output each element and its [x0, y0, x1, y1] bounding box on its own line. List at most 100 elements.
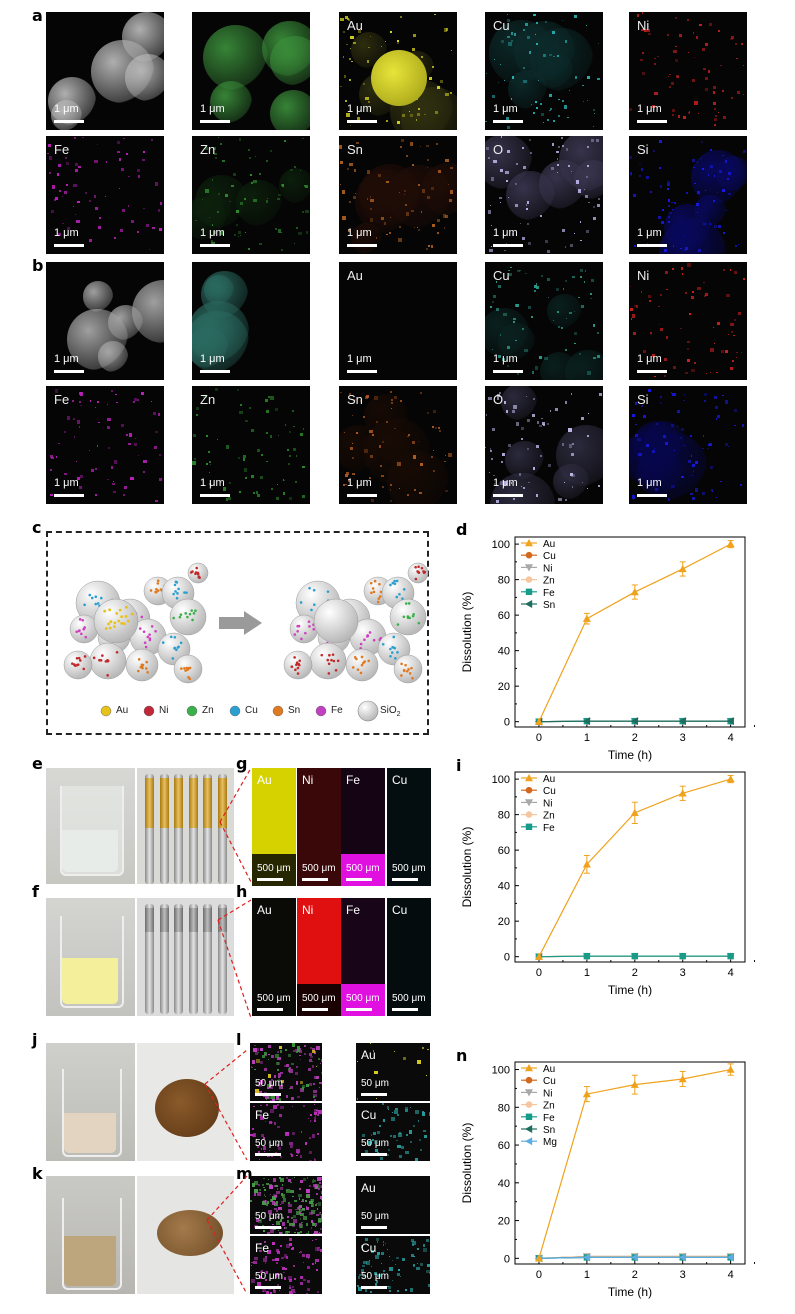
element-label: Cu: [392, 903, 408, 917]
element-label: Fe: [54, 392, 70, 407]
panel-label-h: h: [236, 882, 248, 901]
scale-bar-label: 1 μm: [54, 477, 79, 489]
point-au: [582, 860, 591, 868]
scale-bar-label: 1 μm: [200, 227, 225, 239]
element-label: Ni: [637, 18, 650, 33]
eds-map-tile: Cu 500 μm: [387, 898, 431, 1016]
element-label: Si: [637, 392, 649, 407]
legend-c-sio2: SiO2: [380, 705, 401, 718]
eds-map-tile: 1 μm: [46, 12, 164, 130]
element-label: Fe: [346, 773, 361, 787]
particle-sio2: [313, 598, 359, 644]
scale-bar: [347, 370, 377, 373]
panel-label-j: j: [32, 1030, 38, 1049]
particle-au: [93, 598, 139, 644]
scale-bar-label: 500 μm: [346, 993, 380, 1004]
eds-map-tile: Zn 1 μm: [192, 386, 310, 504]
element-label: Fe: [255, 1241, 270, 1255]
x-tick-label: 3: [680, 967, 686, 979]
pin-plating: [145, 908, 154, 932]
scale-bar: [637, 244, 667, 247]
legend-marker-zn: [525, 576, 533, 583]
y-tick-label: 0: [504, 952, 510, 964]
point-sn: [678, 717, 686, 726]
scale-bar: [200, 494, 230, 497]
scale-bar: [347, 494, 377, 497]
x-tick-label: 2: [632, 732, 638, 744]
point-mg: [678, 1253, 686, 1262]
scale-bar: [54, 120, 84, 123]
scale-bar-label: 1 μm: [347, 477, 372, 489]
eds-map-tile: Cu 1 μm: [485, 262, 603, 380]
pin-plating: [159, 778, 169, 828]
connector-pin: [159, 904, 169, 1014]
legend-marker-cu: [525, 786, 533, 794]
element-label: Sn: [347, 142, 363, 157]
photo-beaker-f: [46, 898, 135, 1016]
plot-frame: [514, 536, 746, 728]
panel-label-d: d: [456, 520, 468, 539]
scale-bar-label: 50 μm: [361, 1271, 389, 1282]
y-axis-label: Dissolution (%): [460, 592, 474, 673]
element-label: Cu: [392, 773, 408, 787]
point-au: [726, 1065, 735, 1073]
scale-bar: [302, 1008, 328, 1011]
legend-swatch: [315, 705, 327, 717]
panel-label-e: e: [32, 754, 43, 773]
eds-map-tile: Cu 1 μm: [485, 12, 603, 130]
legend-marker-fe: [525, 823, 533, 830]
element-label: Ni: [637, 268, 650, 283]
scale-bar-label: 500 μm: [257, 863, 291, 874]
scale-bar-label: 1 μm: [54, 353, 79, 365]
photo-pins-e: [137, 768, 234, 884]
zoom-lines-jk: [204, 1049, 248, 1295]
point-sn: [726, 717, 734, 726]
eds-map-tile: Fe 1 μm: [46, 136, 164, 254]
legend-label-au: Au: [543, 1064, 555, 1075]
legend-label-cu: Cu: [543, 786, 556, 797]
legend-marker-cu: [525, 1076, 533, 1084]
point-mg: [726, 1253, 734, 1262]
photo-powder-j: [137, 1043, 234, 1161]
y-tick-label: 40: [498, 646, 510, 658]
point-fe: [583, 952, 591, 960]
scale-bar: [255, 1226, 281, 1229]
element-label: Ni: [302, 773, 314, 787]
scale-bar: [54, 494, 84, 497]
y-tick-label: 80: [498, 1102, 510, 1114]
eds-map-tile: 50 μm: [250, 1176, 322, 1234]
y-tick-label: 40: [498, 1178, 510, 1190]
arrow-right: [219, 611, 262, 635]
eds-map-tile: Cu 500 μm: [387, 768, 431, 886]
legend-marker-ni: [525, 1089, 533, 1097]
point-fe: [727, 952, 734, 960]
x-axis-label: Time (h): [608, 1285, 652, 1299]
legend-c-au: Au: [116, 705, 129, 716]
x-tick-label: 1: [584, 967, 590, 979]
x-tick-label: 1: [584, 1269, 590, 1281]
legend-label-zn: Zn: [543, 576, 555, 587]
scale-bar: [255, 1286, 281, 1289]
x-tick-label: 0: [536, 967, 542, 979]
scale-bar-label: 500 μm: [346, 863, 380, 874]
legend-marker-cu: [525, 551, 533, 559]
scale-bar: [200, 120, 230, 123]
point-au: [726, 540, 735, 548]
scale-bar: [200, 370, 230, 373]
panel-label-a: a: [32, 6, 43, 25]
eds-map-tile: Au 50 μm: [356, 1043, 430, 1101]
legend-marker-ni: [525, 799, 533, 807]
x-tick-label: 1: [584, 732, 590, 744]
element-label: Cu: [493, 268, 510, 283]
y-tick-label: 0: [504, 717, 510, 729]
scale-bar: [493, 494, 523, 497]
element-label: Au: [347, 18, 363, 33]
eds-map-tile: Au 1 μm: [339, 12, 457, 130]
scale-bar-label: 1 μm: [493, 353, 518, 365]
scale-bar-label: 50 μm: [361, 1078, 389, 1089]
legend-marker-au: [525, 539, 533, 547]
connector-pin: [145, 904, 154, 1014]
legend-c-cu: Cu: [245, 705, 258, 716]
point-au: [678, 789, 687, 797]
